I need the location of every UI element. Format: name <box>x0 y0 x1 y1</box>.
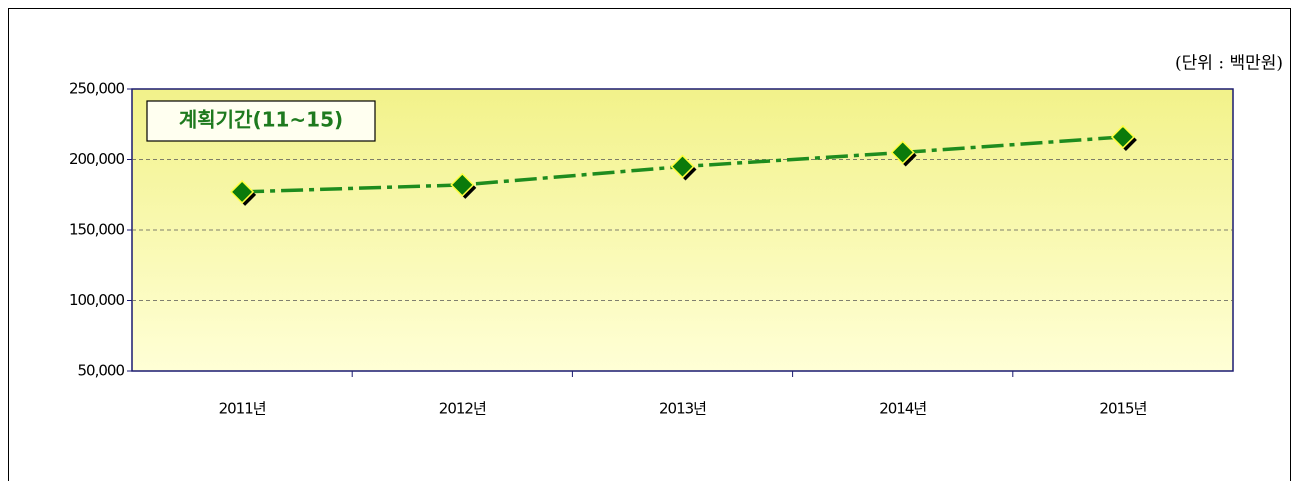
unit-note: (단위 : 백만원) <box>1175 54 1283 74</box>
legend-box <box>146 100 376 142</box>
y-tick-label: 50,000 <box>78 362 125 380</box>
y-tick-label: 200,000 <box>69 150 124 168</box>
x-tick-label: 2015년 <box>1099 400 1146 418</box>
marker <box>450 172 475 197</box>
x-tick-label: 2012년 <box>439 400 486 418</box>
x-tick-label: 2013년 <box>659 400 706 418</box>
x-tick-label: 2011년 <box>219 400 266 418</box>
x-tick-label: 2014년 <box>879 400 926 418</box>
y-tick-label: 100,000 <box>69 291 124 309</box>
y-tick-label: 150,000 <box>69 221 124 239</box>
marker <box>890 140 915 165</box>
marker <box>670 154 695 179</box>
marker <box>230 179 255 204</box>
y-tick-label: 250,000 <box>69 80 124 98</box>
marker <box>1110 124 1135 150</box>
legend-label: 계획기간(11~15) <box>179 108 343 132</box>
